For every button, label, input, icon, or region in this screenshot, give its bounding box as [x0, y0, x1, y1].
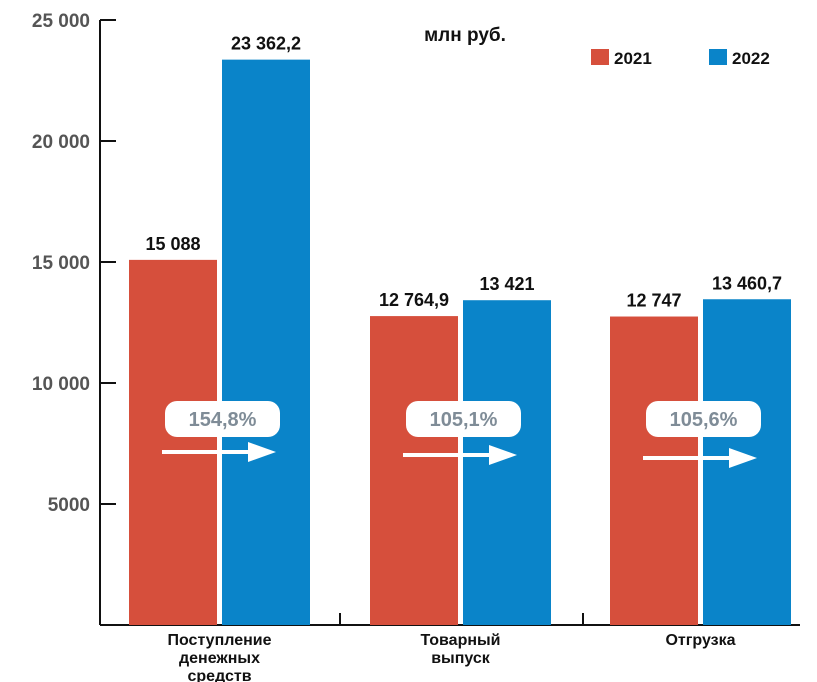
bar-2022-3 [703, 299, 791, 625]
category-label: Поступление [167, 632, 271, 649]
bar-value-label: 13 460,7 [712, 273, 782, 293]
y-tick-label: 25 000 [32, 11, 90, 32]
bars [129, 59, 791, 625]
growth-badge [165, 401, 280, 437]
y-tick-label: 10 000 [32, 374, 90, 395]
legend-label: 2022 [732, 49, 770, 68]
growth-percent-label: 105,1% [430, 409, 498, 431]
growth-arrow-head [489, 445, 517, 465]
labels: 15 088 23 362,2 Поступлениеденежныхсредств… [145, 34, 782, 682]
growth-badge [646, 401, 761, 437]
y-tick-label: 5000 [48, 495, 90, 516]
growth-arrow-head [248, 442, 276, 462]
category-label: Товарный [421, 632, 501, 649]
bar-value-label: 13 421 [479, 274, 534, 294]
category-label: денежных [179, 650, 260, 667]
bar-value-label: 12 764,9 [379, 290, 449, 310]
legend-swatch-2021 [591, 49, 609, 65]
growth-percent-label: 105,6% [670, 409, 738, 431]
legend-label: 2021 [614, 49, 652, 68]
y-tick-label: 20 000 [32, 132, 90, 153]
category-label: выпуск [431, 650, 491, 667]
bar-2022-1 [222, 59, 310, 625]
bar-2022-2 [463, 300, 551, 625]
growth-percent-label: 154,8% [189, 409, 257, 431]
legend: 2021 2022 [591, 49, 770, 68]
growth-badge [406, 401, 521, 437]
bar-2021-1 [129, 259, 217, 625]
growth-overlays: 154,8% 105,1% 105,6% [162, 401, 761, 468]
bar-value-label: 23 362,2 [231, 34, 301, 54]
growth-arrow-head [729, 448, 757, 468]
bar-2021-3 [610, 316, 698, 625]
y-tick-label: 15 000 [32, 253, 90, 274]
category-label: Отгрузка [665, 632, 735, 649]
bar-value-label: 12 747 [626, 291, 681, 311]
chart-title: млн руб. [424, 25, 506, 46]
bar-2021-2 [370, 316, 458, 625]
legend-swatch-2022 [709, 49, 727, 65]
category-label: средств [187, 668, 251, 682]
bar-value-label: 15 088 [145, 234, 200, 254]
